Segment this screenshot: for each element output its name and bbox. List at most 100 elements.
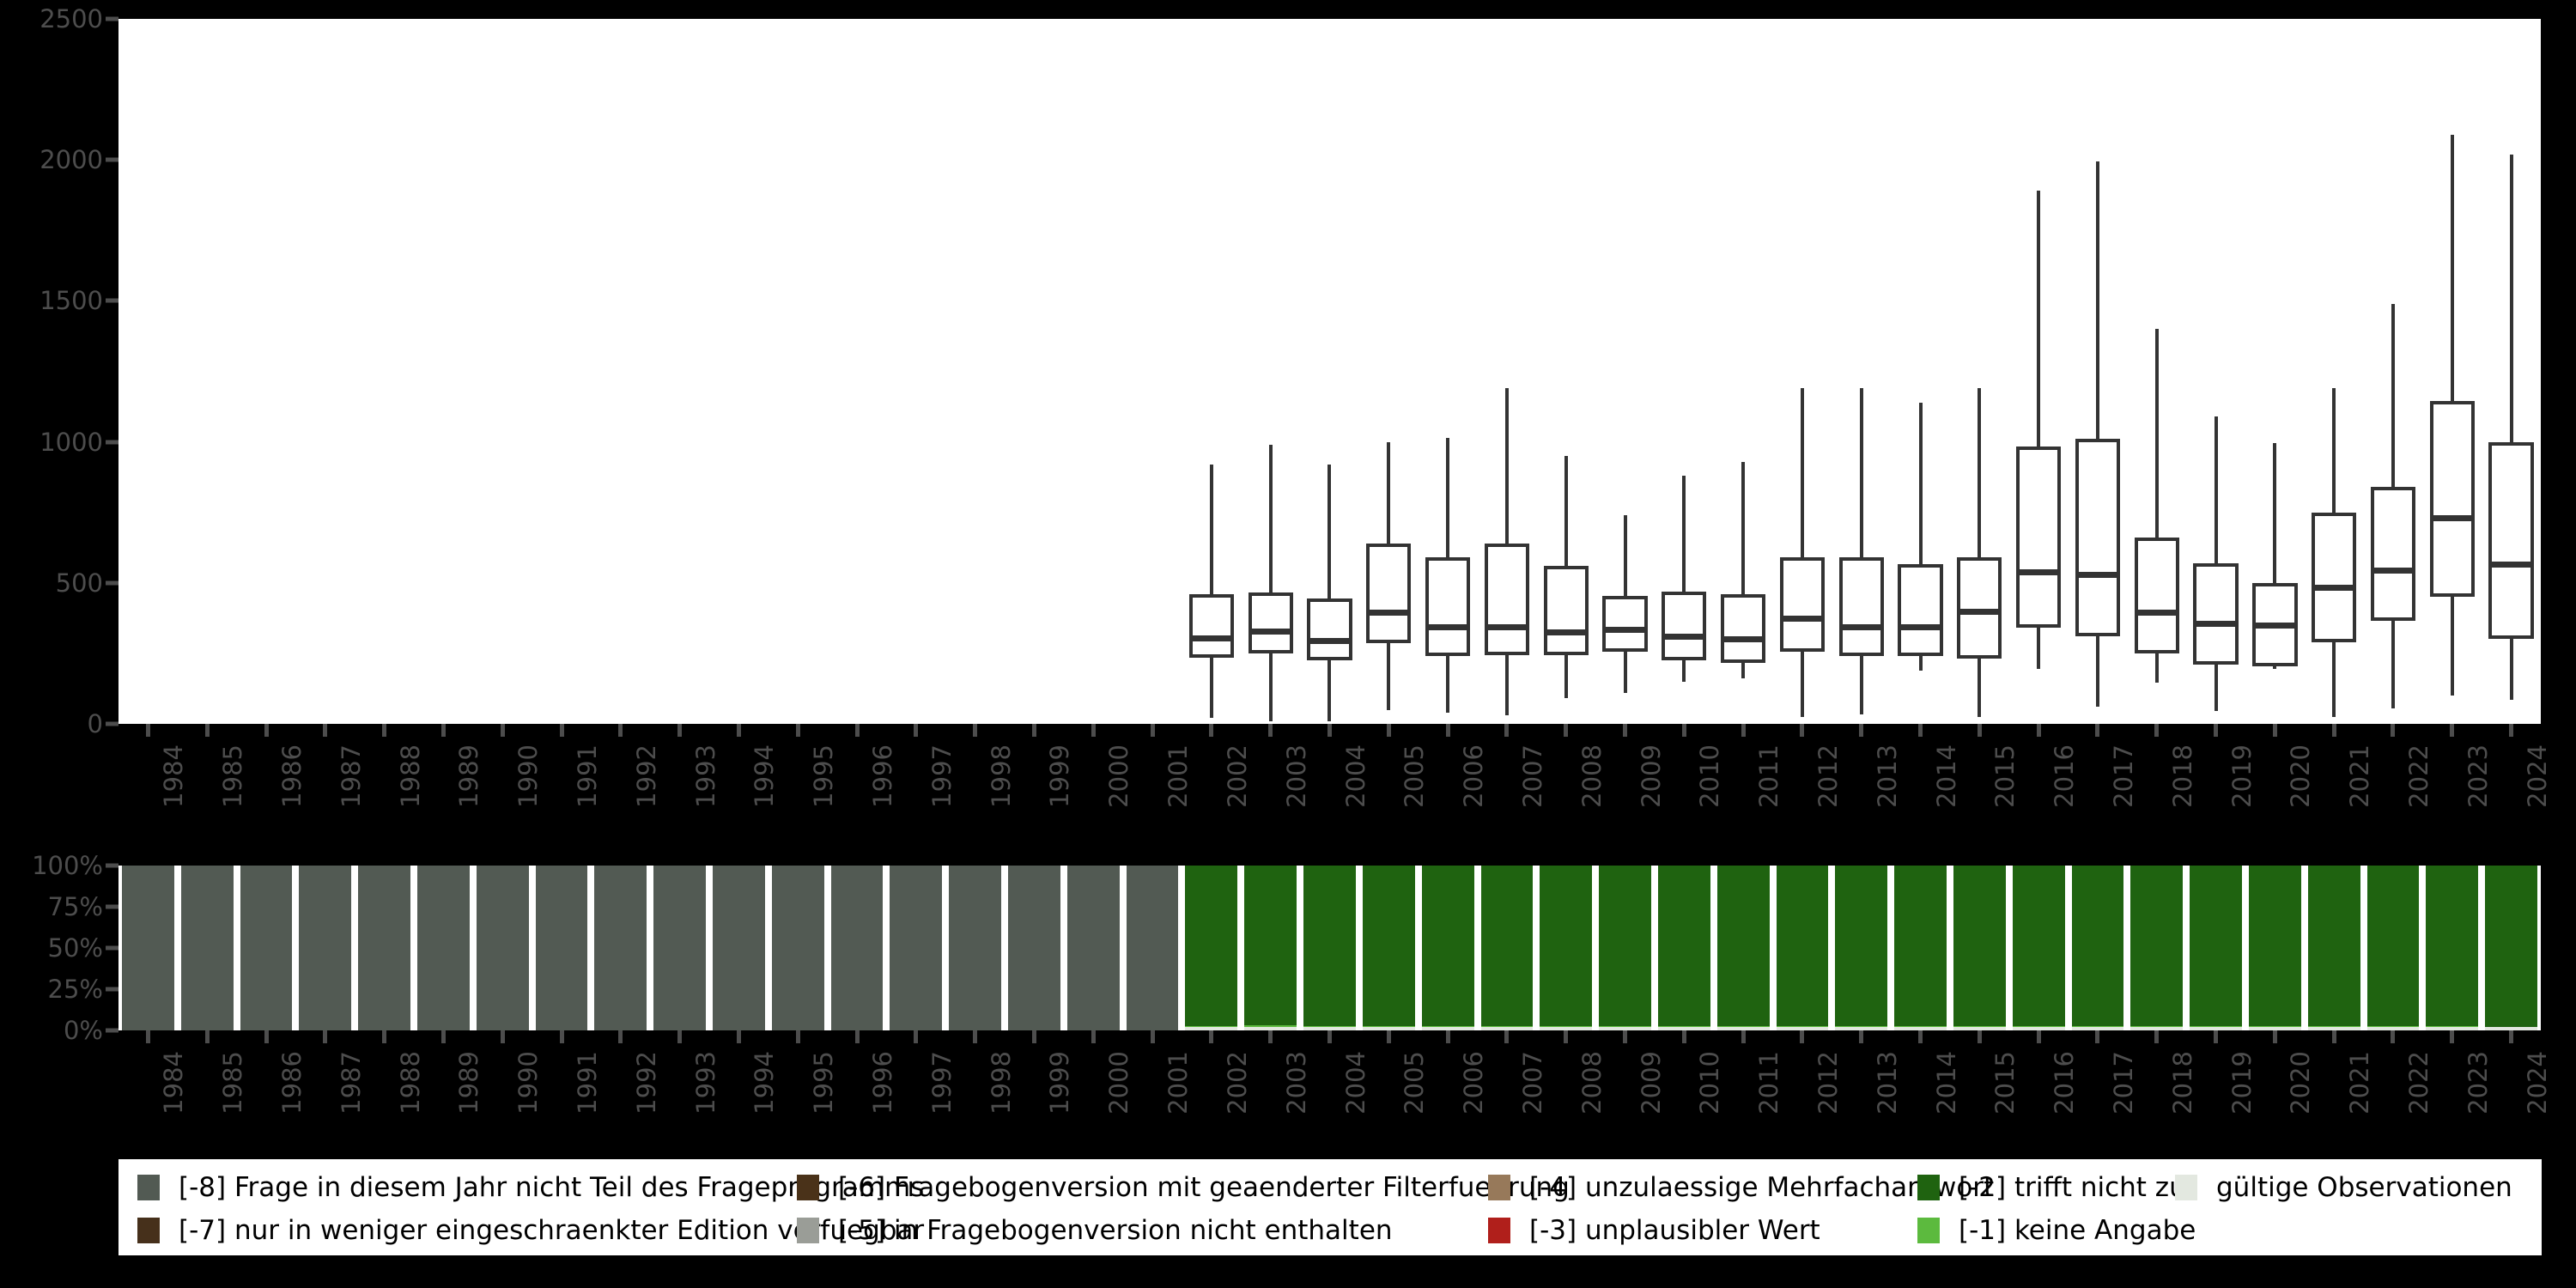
whisker	[1918, 402, 1923, 671]
legend-item-code_-6[interactable]: [-6] Fragebogenversion mit geaenderter F…	[797, 1172, 1570, 1203]
legend-item-code_-4[interactable]: [-4] unzulaessige Mehrfachantwort	[1488, 1172, 1994, 1203]
x-label-2017: 2017	[2108, 1051, 2138, 1115]
stacked-bar-2017	[2071, 866, 2124, 1030]
stacked-bar-2005	[1362, 866, 1415, 1030]
x-tick	[1209, 724, 1214, 737]
x-label-2009: 2009	[1636, 1051, 1666, 1115]
bar-segment-valid	[2130, 1027, 2184, 1030]
median-line	[1307, 638, 1352, 645]
bar-segment--8	[417, 866, 470, 1030]
stacked-bar-2009	[1599, 866, 1651, 1030]
median-line	[2370, 568, 2416, 574]
x-label-2013: 2013	[1872, 744, 1902, 808]
whisker	[1209, 464, 1213, 719]
x-tick	[1031, 1030, 1036, 1043]
bar-y-axis: 0% 25% 50% 75% 100%	[0, 851, 118, 1045]
x-tick	[2391, 1030, 2396, 1043]
x-label-1988: 1988	[395, 1051, 425, 1115]
legend-item-code_-1[interactable]: [-1] keine Angabe	[1917, 1215, 2196, 1246]
y-tick-label: 1000	[39, 427, 103, 457]
bar-y-tick-mark	[106, 863, 118, 868]
x-label-2000: 2000	[1104, 1051, 1134, 1115]
x-tick	[2450, 724, 2455, 737]
x-label-1988: 1988	[395, 744, 425, 808]
bar-segment--8	[830, 866, 884, 1030]
x-label-1991: 1991	[573, 744, 603, 808]
bar-y-tick-label: 0%	[63, 1016, 103, 1045]
x-tick	[1859, 724, 1864, 737]
legend-item-code_-2[interactable]: [-2] trifft nicht zu	[1917, 1172, 2186, 1203]
bar-segment-valid	[2012, 1027, 2065, 1030]
x-tick	[1445, 1030, 1450, 1043]
x-label-2003: 2003	[1281, 1051, 1311, 1115]
boxplot-2019	[2186, 19, 2245, 724]
stacked-bar-2006	[1421, 866, 1474, 1030]
x-label-2015: 2015	[1990, 744, 2020, 808]
bar-segment-valid	[2071, 1027, 2124, 1030]
box-iqr	[2370, 487, 2416, 622]
x-tick	[618, 724, 623, 737]
x-label-1984: 1984	[159, 744, 189, 808]
bar-segment--8	[180, 866, 234, 1030]
x-tick	[204, 724, 210, 737]
bar-segment--2	[1362, 866, 1415, 1026]
y-tick-label: 0	[87, 709, 103, 738]
stacked-bar-2004	[1303, 866, 1356, 1030]
x-label-2002: 2002	[1222, 744, 1252, 808]
bar-segment--1	[1599, 1026, 1651, 1028]
x-tick	[204, 1030, 210, 1043]
stacked-bar-1984	[122, 866, 174, 1030]
x-tick	[2331, 1030, 2336, 1043]
boxplot-2007	[1478, 19, 1537, 724]
bar-segment-valid	[1540, 1027, 1593, 1030]
legend-swatch-icon	[1488, 1175, 1510, 1200]
x-label-2019: 2019	[2227, 1051, 2257, 1115]
stacked-bar-2021	[2307, 866, 2360, 1030]
x-tick	[677, 1030, 683, 1043]
box-iqr	[2312, 512, 2357, 642]
legend-item-code_valid[interactable]: gültige Observationen	[2175, 1172, 2512, 1203]
bar-segment-valid	[1599, 1027, 1651, 1030]
box-iqr	[1307, 598, 1352, 661]
box-iqr	[1779, 557, 1826, 653]
bar-y-tick-label: 50%	[47, 933, 103, 963]
y-tick-label: 1500	[39, 286, 103, 316]
bar-segment--1	[1657, 1026, 1710, 1028]
x-label-2012: 2012	[1813, 1051, 1843, 1115]
x-label-1990: 1990	[513, 1051, 544, 1115]
legend-item-code_-3[interactable]: [-3] unplausibler Wert	[1488, 1215, 1820, 1246]
x-label-1998: 1998	[986, 1051, 1016, 1115]
box-iqr	[2075, 439, 2121, 637]
x-tick	[1564, 1030, 1569, 1043]
x-label-1990: 1990	[513, 744, 544, 808]
y-tick-label: 2500	[39, 4, 103, 33]
x-tick	[500, 1030, 505, 1043]
bar-segment--2	[1657, 866, 1710, 1027]
x-label-2006: 2006	[1459, 1051, 1489, 1115]
bar-segment--8	[299, 866, 352, 1030]
bar-segment--2	[1894, 866, 1947, 1027]
y-tick-label: 2000	[39, 145, 103, 175]
box-iqr	[2016, 446, 2062, 629]
x-tick	[795, 1030, 800, 1043]
bar-segment-valid	[1421, 1027, 1474, 1030]
legend-item-code_-5[interactable]: [-5] in Fragebogenversion nicht enthalte…	[797, 1215, 1393, 1246]
bar-segment--2	[2130, 866, 2184, 1027]
x-tick	[736, 1030, 741, 1043]
x-tick	[1800, 724, 1805, 737]
x-label-2024: 2024	[2522, 744, 2552, 808]
whisker	[1268, 444, 1273, 721]
stacked-bar-2023	[2426, 866, 2479, 1030]
x-label-2022: 2022	[2403, 1051, 2433, 1115]
x-tick	[1386, 1030, 1391, 1043]
bar-segment--2	[1540, 866, 1593, 1027]
box-iqr	[1898, 564, 1943, 657]
x-label-2021: 2021	[2345, 744, 2375, 808]
bar-segment--1	[1835, 1026, 1888, 1028]
stacked-bar-1996	[830, 866, 884, 1030]
x-tick	[677, 724, 683, 737]
x-label-2012: 2012	[1813, 744, 1843, 808]
legend-swatch-icon	[797, 1218, 819, 1243]
box-iqr	[1188, 593, 1235, 658]
legend-label: [-3] unplausibler Wert	[1529, 1215, 1820, 1246]
